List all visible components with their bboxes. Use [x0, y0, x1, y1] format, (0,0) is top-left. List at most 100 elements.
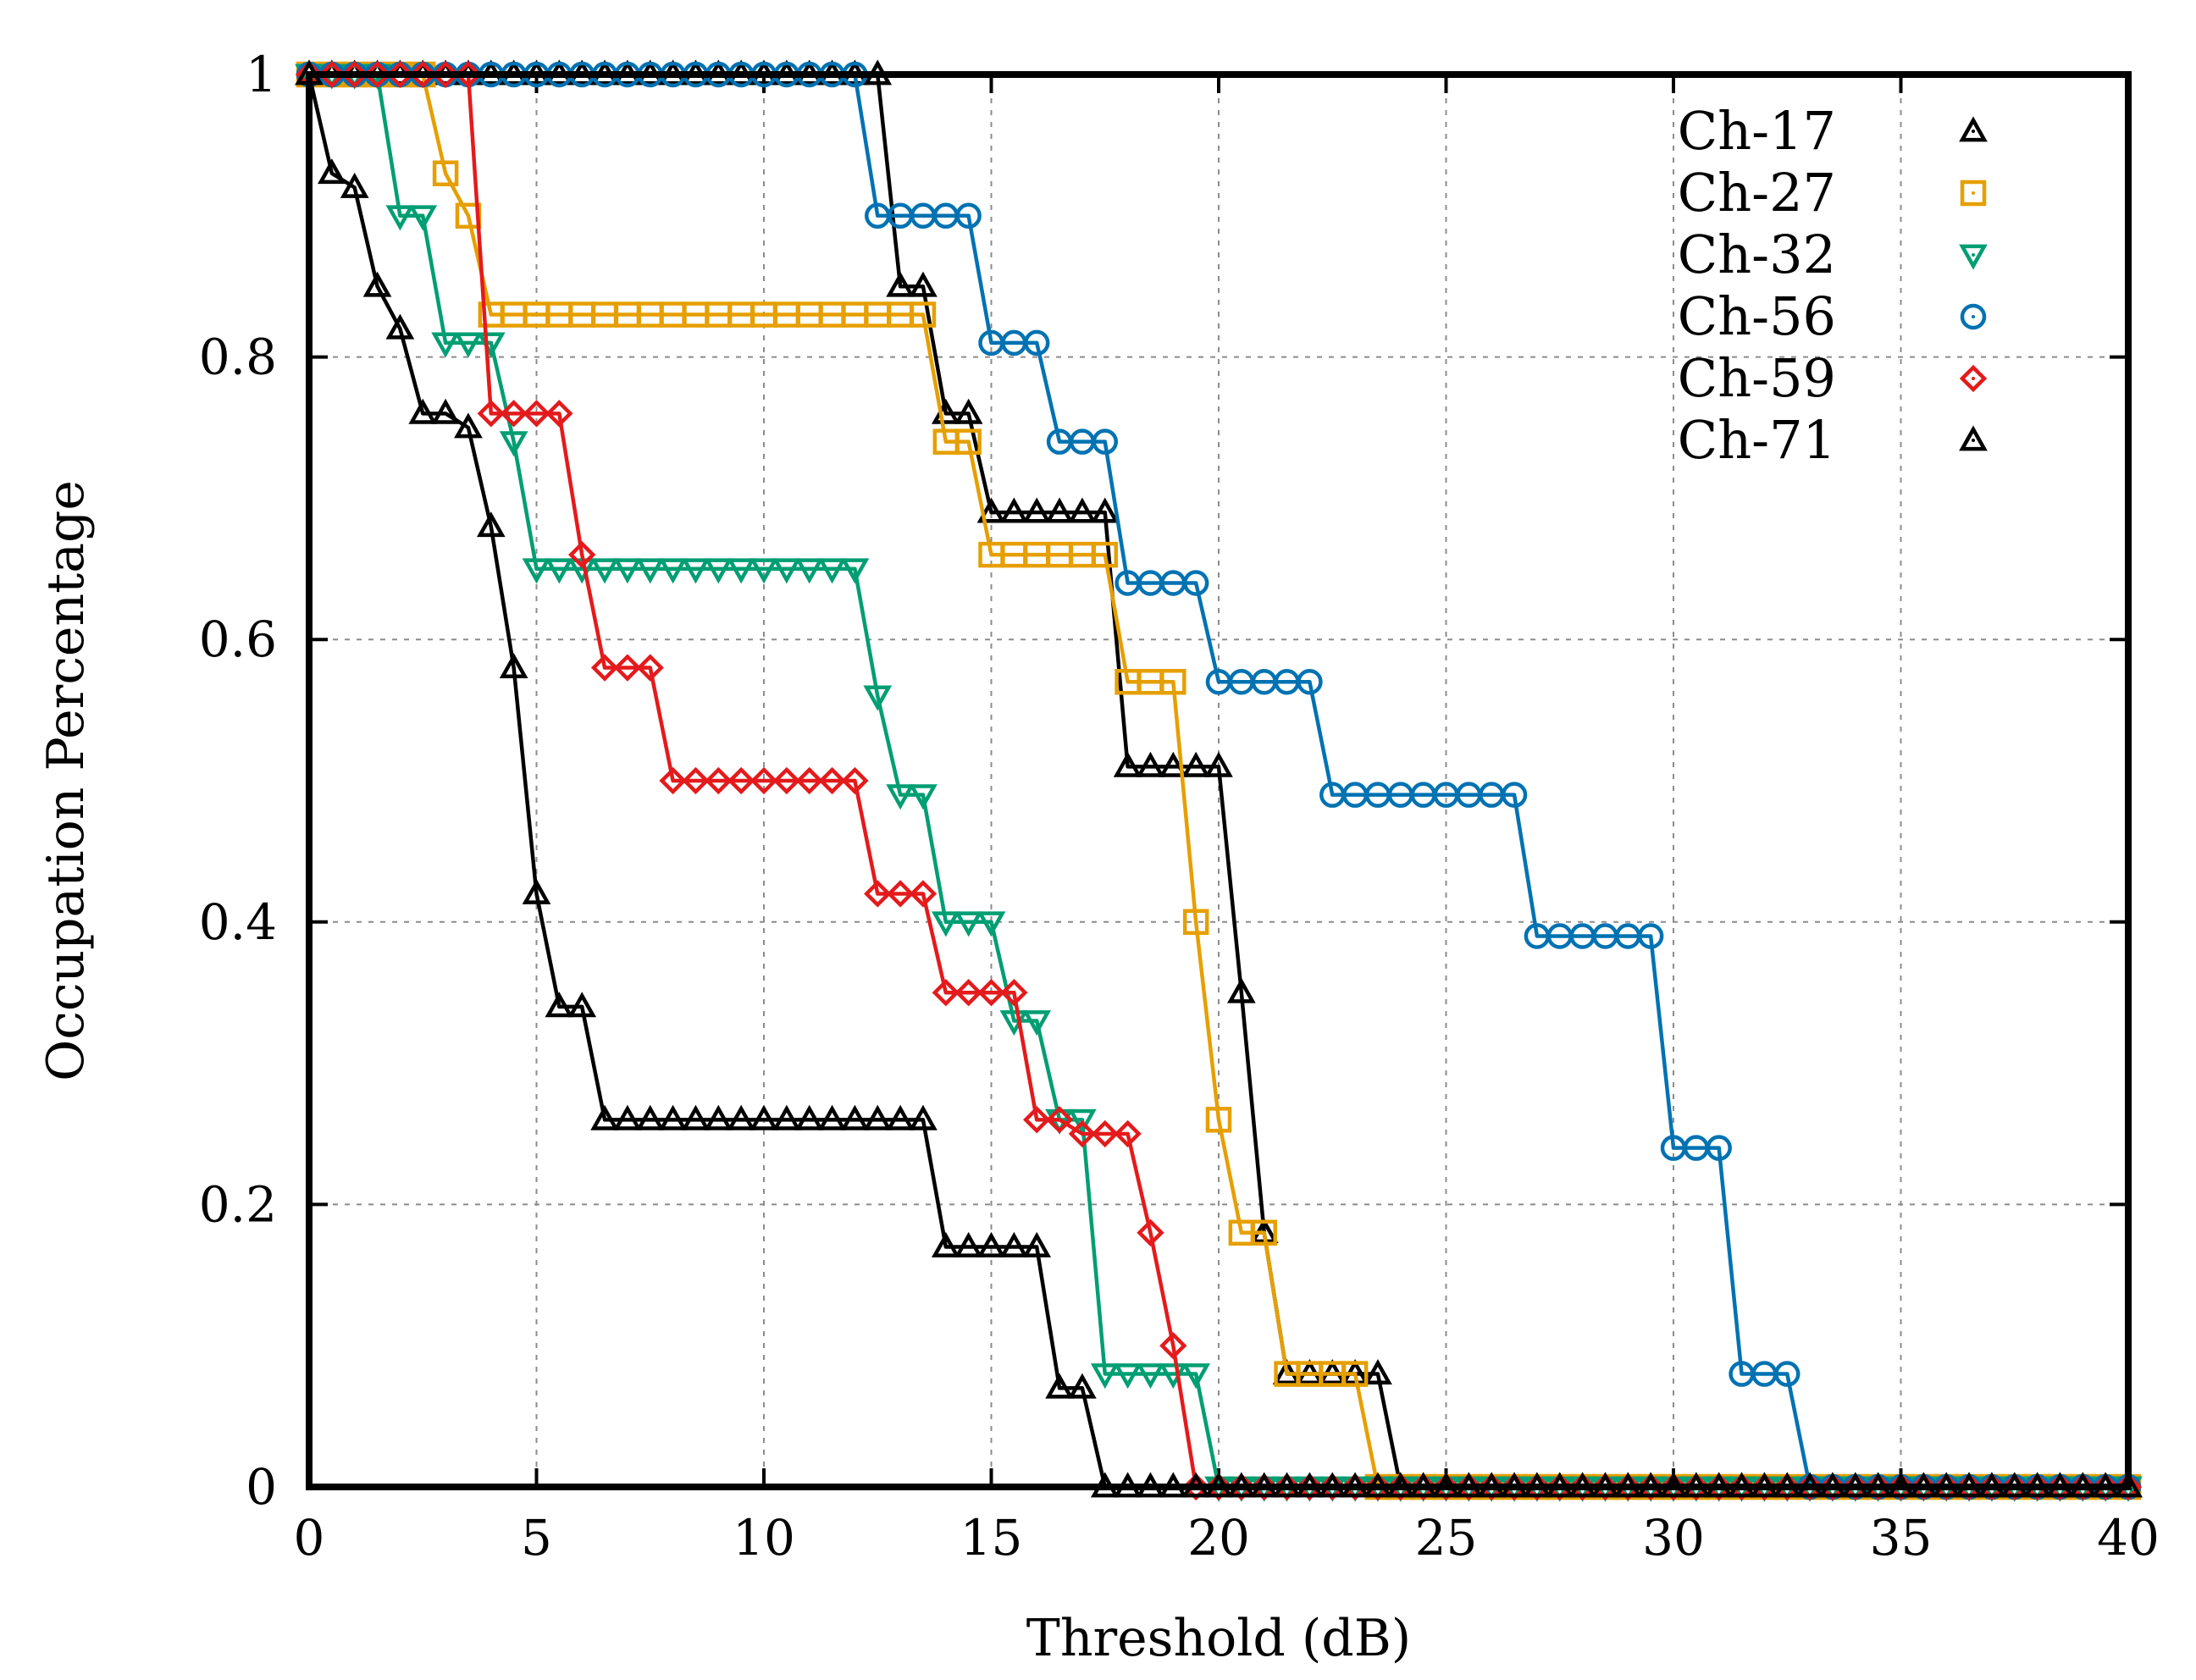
data-point: [1092, 428, 1118, 455]
data-point-dot: [444, 171, 448, 175]
data-point-dot: [1398, 793, 1402, 797]
data-point: [636, 654, 664, 682]
data-point-dot: [716, 566, 721, 571]
data-point: [1500, 1473, 1529, 1501]
data-point-dot: [1126, 581, 1130, 585]
data-point-dot: [716, 779, 721, 782]
data-point-dot: [398, 327, 402, 331]
data-point-dot: [1148, 1372, 1153, 1376]
data-point: [727, 558, 755, 584]
data-point: [1273, 1473, 1301, 1501]
data-point: [1818, 1473, 1847, 1501]
data-point: [1023, 329, 1050, 356]
data-point: [1637, 923, 1664, 949]
data-point-dot: [534, 412, 539, 416]
data-point: [976, 911, 1006, 937]
data-point-dot: [444, 412, 448, 416]
data-point-dot: [966, 412, 971, 416]
y-axis-label: Occupation Percentage: [36, 480, 96, 1081]
data-point-dot: [625, 312, 629, 317]
data-point-dot: [1171, 581, 1175, 585]
data-point: [2023, 1473, 2051, 1501]
data-point-dot: [716, 1118, 721, 1122]
legend-item: Ch-17: [1678, 100, 1988, 162]
data-point-dot: [1080, 553, 1084, 557]
data-point: [2046, 1473, 2074, 1501]
data-point: [817, 1104, 847, 1130]
data-point: [886, 784, 915, 810]
data-point: [659, 766, 687, 795]
data-point: [1319, 1473, 1347, 1501]
data-point: [1864, 1473, 1892, 1501]
data-point-dot: [1035, 1019, 1039, 1023]
data-point-dot: [1694, 1146, 1698, 1150]
data-point-dot: [739, 779, 744, 782]
data-point: [1204, 751, 1233, 777]
data-point-dot: [1126, 1132, 1130, 1136]
data-point-dot: [1148, 581, 1153, 585]
data-point: [1751, 1473, 1778, 1501]
data-point: [1090, 1363, 1120, 1390]
data-point-dot: [921, 793, 925, 797]
data-point-dot: [489, 524, 493, 528]
data-point-dot: [1330, 1372, 1335, 1376]
data-point-dot: [489, 312, 493, 317]
data-point: [1022, 1010, 1052, 1036]
data-point-dot: [943, 920, 948, 924]
data-point: [362, 271, 392, 297]
data-point-dot: [694, 1118, 698, 1122]
data-point-dot: [1103, 439, 1107, 444]
data-point: [1022, 497, 1052, 523]
legend-label: Ch-17: [1678, 100, 1836, 162]
data-point-dot: [876, 312, 880, 317]
data-point-dot: [1058, 1386, 1062, 1390]
data-point: [1182, 570, 1209, 596]
data-point: [613, 1104, 642, 1130]
data-point-dot: [1080, 1386, 1084, 1390]
data-point-dot: [648, 312, 652, 317]
data-point-dot: [1762, 1372, 1767, 1376]
data-point: [523, 400, 550, 428]
data-point-dot: [1103, 511, 1107, 515]
x-tick-label: 15: [960, 1509, 1023, 1567]
legend-item: Ch-71: [1678, 409, 1988, 471]
data-point-dot: [1285, 1372, 1289, 1376]
data-point-dot: [1171, 765, 1175, 769]
data-point-dot: [1035, 553, 1039, 557]
data-point: [681, 1104, 711, 1130]
data-point: [1227, 1473, 1256, 1501]
data-point: [817, 558, 847, 584]
data-point: [522, 558, 551, 584]
data-point: [635, 558, 665, 584]
data-point-dot: [876, 213, 880, 218]
data-point: [1795, 1473, 1824, 1501]
data-point-dot: [762, 1118, 766, 1122]
data-point-dot: [830, 312, 834, 317]
data-point-dot: [1194, 581, 1198, 585]
data-point: [1978, 1473, 2006, 1501]
data-point-dot: [1490, 793, 1494, 797]
grid-lines: [309, 75, 2128, 1487]
data-point: [1296, 1473, 1324, 1501]
data-point-dot: [899, 213, 903, 218]
data-point-dot: [1035, 1118, 1039, 1122]
data-point: [658, 1104, 688, 1130]
data-point: [999, 1231, 1029, 1257]
data-point: [499, 431, 528, 457]
data-point-dot: [853, 566, 857, 571]
data-point: [477, 400, 505, 428]
data-point: [977, 979, 1005, 1007]
data-point-dot: [876, 892, 880, 896]
data-point-dot: [899, 285, 903, 289]
data-point-dot: [1444, 793, 1448, 797]
data-point: [999, 497, 1029, 523]
data-point-dot: [966, 920, 971, 924]
data-point: [363, 60, 391, 89]
data-point-dot: [943, 213, 948, 218]
data-point-dot: [943, 412, 948, 416]
data-point: [1841, 1473, 1869, 1501]
data-point: [1409, 1473, 1437, 1501]
data-point: [750, 766, 778, 795]
data-point-dot: [1035, 1245, 1039, 1249]
data-point: [1023, 1106, 1051, 1134]
